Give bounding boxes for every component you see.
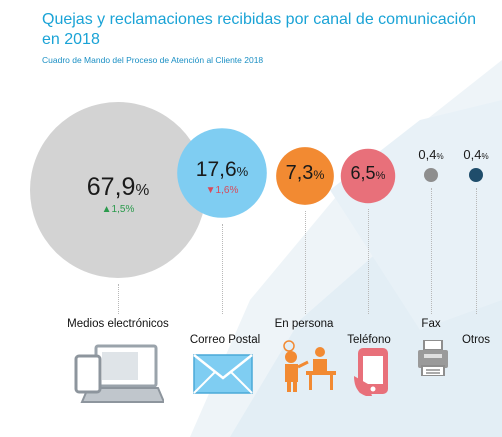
leader-line — [118, 284, 119, 314]
bubble-value: 0,4% — [463, 147, 488, 162]
value-number: 0,4 — [418, 147, 437, 162]
category-label: Otros — [461, 334, 491, 346]
category-label: Medios electrónicos — [67, 318, 169, 330]
value-unit: % — [436, 152, 444, 161]
fax-machine-icon — [418, 340, 448, 376]
bubble-value: 6,5% — [351, 163, 386, 184]
bubble-value: 67,9% — [87, 173, 149, 202]
person-at-desk-icon — [283, 340, 336, 392]
leader-line — [305, 210, 306, 314]
value-unit: % — [375, 170, 386, 183]
value-unit: % — [236, 164, 249, 180]
bubble — [276, 147, 334, 205]
bubble — [30, 102, 206, 278]
value-unit: % — [481, 152, 489, 161]
envelope-icon — [193, 354, 253, 394]
mobile-phone-icon — [354, 348, 388, 396]
increase-indicator: ▲1,5% — [101, 203, 135, 215]
bubble — [177, 128, 267, 218]
bubble — [340, 148, 396, 204]
leader-line — [222, 223, 223, 314]
value-number: 6,5 — [350, 163, 376, 184]
bubble-value: 17,6% — [196, 158, 248, 182]
category-label: Teléfono — [347, 334, 391, 346]
category-label: Fax — [421, 318, 441, 330]
bubble — [469, 168, 483, 182]
value-unit: % — [313, 168, 325, 182]
bubble-value: 0,4% — [418, 147, 443, 162]
leader-line — [368, 209, 369, 314]
value-number: 17,6 — [195, 158, 237, 182]
decrease-indicator: ▼1,6% — [205, 184, 239, 196]
value-number: 67,9 — [86, 172, 136, 201]
category-label: En persona — [274, 318, 334, 330]
devices-icon — [74, 344, 164, 403]
value-number: 7,3 — [285, 162, 314, 184]
value-number: 0,4 — [463, 147, 482, 162]
chart-subtitle: Cuadro de Mando del Proceso de Atención … — [42, 55, 264, 65]
value-unit: % — [135, 181, 150, 199]
chart-title: Quejas y reclamaciones recibidas por can… — [42, 11, 476, 48]
category-label: Correo Postal — [189, 334, 261, 346]
leader-line — [431, 188, 432, 314]
bubble — [424, 168, 438, 182]
bubble-value: 7,3% — [286, 162, 325, 185]
leader-line — [476, 188, 477, 314]
